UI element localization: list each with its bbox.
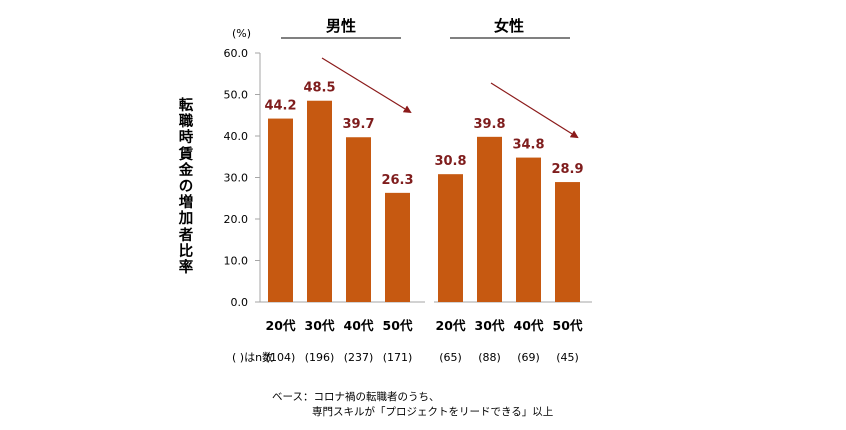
n-value-label: (88): [478, 351, 501, 364]
value-labels: 44.2 48.5 39.7 26.3 30.8 39.8 34.8 28.9: [264, 81, 583, 188]
category-label: 40代: [514, 318, 544, 333]
n-value-label: (45): [556, 351, 579, 364]
trend-arrow-male: [321, 57, 412, 114]
category-label: 40代: [344, 318, 374, 333]
bars: [268, 100, 580, 302]
bar: [516, 157, 541, 302]
bar: [385, 192, 410, 302]
bar: [307, 100, 332, 302]
bar: [477, 136, 502, 302]
category-labels: 20代 30代 40代 50代 20代 30代 40代 50代: [266, 318, 583, 333]
y-tick-label: 10.0: [224, 255, 249, 268]
footnote-line-2: 専門スキルが「プロジェクトをリードできる」以上: [312, 406, 554, 418]
y-tick-label: 0.0: [231, 296, 249, 309]
bar: [346, 137, 371, 302]
bar-value-label: 30.8: [434, 154, 466, 169]
unit-label: (%): [232, 27, 251, 40]
group-title-female: 女性: [494, 17, 524, 35]
category-label: 50代: [383, 318, 413, 333]
category-label: 30代: [475, 318, 505, 333]
group-title-male: 男性: [326, 17, 356, 35]
y-tick-label: 20.0: [224, 213, 249, 226]
y-axis-ticks: 60.0 50.0 40.0 30.0 20.0 10.0 0.0: [224, 47, 260, 309]
n-label-caption: ( )はn数: [232, 351, 273, 364]
category-label: 30代: [305, 318, 335, 333]
n-value-label: (237): [344, 351, 374, 364]
category-label: 20代: [436, 318, 466, 333]
footnote: ベース：コロナ禍の転職者のうち、 専門スキルが「プロジェクトをリードできる」以上: [272, 390, 553, 420]
category-label: 50代: [553, 318, 583, 333]
footnote-line-1: ベース：コロナ禍の転職者のうち、: [272, 391, 440, 403]
n-labels: ( )はn数 (104) (196) (237) (171) (65) (88) (69) (…: [232, 351, 579, 364]
n-value-label: (69): [517, 351, 540, 364]
y-tick-label: 40.0: [224, 130, 249, 143]
trend-arrow-female: [490, 82, 579, 139]
n-value-label: (65): [439, 351, 462, 364]
bar-value-label: 48.5: [303, 81, 335, 96]
bar: [438, 174, 463, 302]
bar-value-label: 26.3: [381, 173, 413, 188]
bar: [555, 182, 580, 302]
y-tick-label: 60.0: [224, 47, 249, 60]
y-tick-label: 30.0: [224, 172, 249, 185]
bar-value-label: 34.8: [512, 138, 544, 153]
bar-value-label: 39.7: [342, 117, 374, 132]
y-tick-label: 50.0: [224, 89, 249, 102]
n-value-label: (171): [383, 351, 413, 364]
y-axis-title: 転職時賃金の増加者比率: [178, 98, 194, 277]
bar-value-label: 39.8: [473, 117, 505, 132]
n-value-label: (104): [266, 351, 296, 364]
category-label: 20代: [266, 318, 296, 333]
bar-value-label: 28.9: [551, 162, 583, 177]
n-value-label: (196): [305, 351, 335, 364]
bar: [268, 118, 293, 302]
bar-value-label: 44.2: [264, 99, 296, 114]
